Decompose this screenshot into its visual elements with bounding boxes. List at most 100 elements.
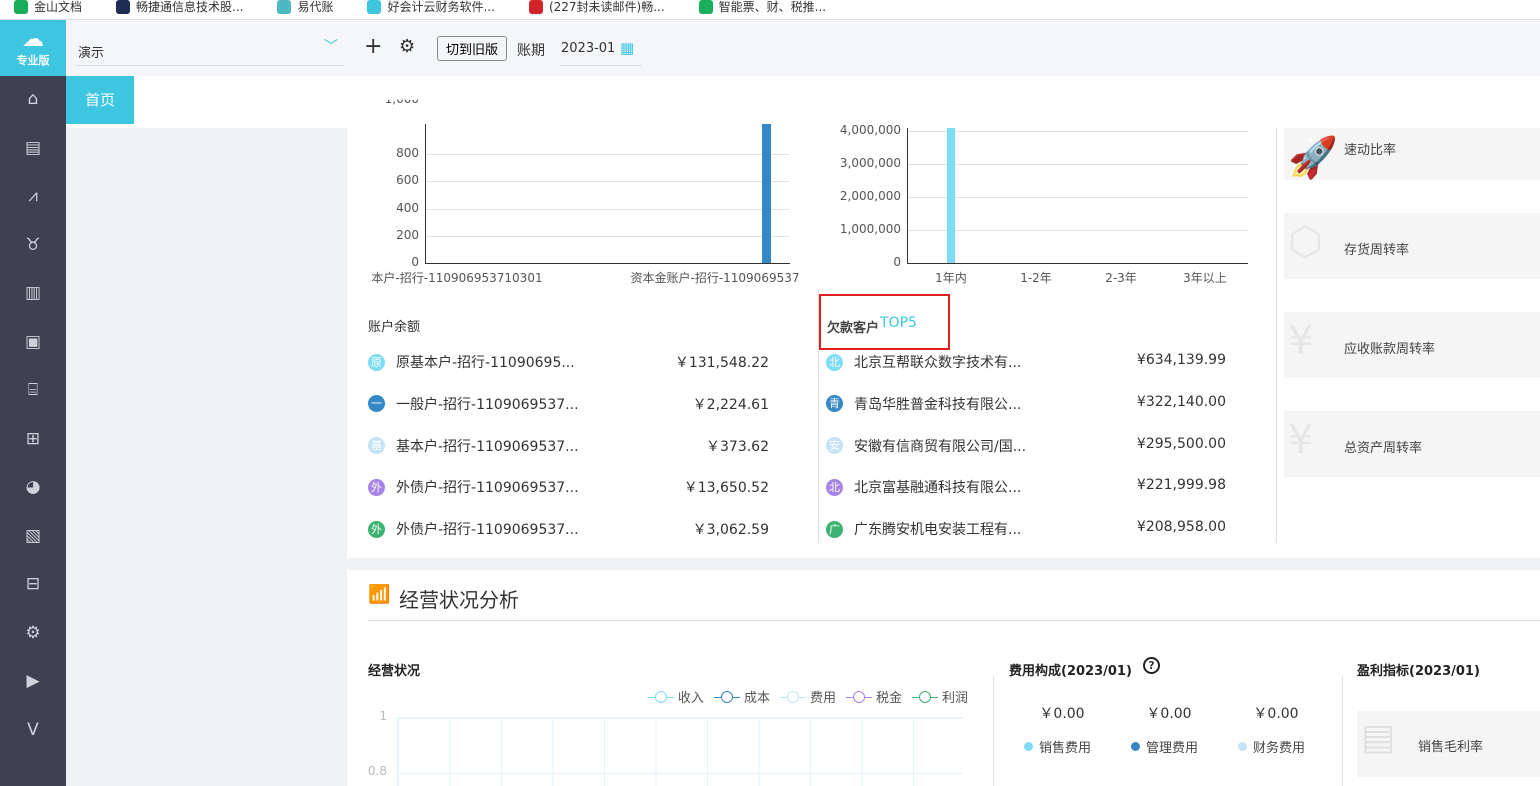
accounts-list-item[interactable]: 外外债户-招行-1109069537... bbox=[368, 477, 579, 497]
archive-icon[interactable]: ⊟ bbox=[25, 574, 41, 594]
accounts-list-item[interactable]: 一一般户-招行-1109069537... bbox=[368, 394, 579, 414]
video-icon[interactable]: ▶ bbox=[26, 671, 40, 691]
y-tick: 400 bbox=[396, 200, 419, 215]
cost-amount: ￥0.00 bbox=[1253, 706, 1299, 722]
cashier-icon[interactable]: ⊞ bbox=[25, 428, 41, 449]
ledger-icon[interactable]: ▥ bbox=[24, 283, 42, 303]
badge-icon: 外 bbox=[368, 478, 385, 496]
amount: ￥131,548.22 bbox=[674, 355, 769, 371]
gross-margin-tile[interactable]: ▤ 销售毛利率 bbox=[1357, 711, 1540, 777]
badge-icon: 一 bbox=[368, 395, 385, 413]
amount: ¥634,139.99 bbox=[1136, 352, 1226, 368]
ratio-tile[interactable]: ¥ 总资产周转率 bbox=[1284, 411, 1540, 477]
legend-item[interactable]: 利润 bbox=[911, 687, 968, 706]
tab-home[interactable]: 首页 bbox=[66, 76, 134, 124]
home-icon[interactable]: ⌂ bbox=[27, 89, 39, 109]
bookmark[interactable]: 畅捷通信息技术股... bbox=[116, 0, 243, 19]
add-icon[interactable]: + bbox=[364, 34, 383, 59]
x-axis bbox=[907, 263, 1248, 264]
cost-legend: 财务费用 bbox=[1238, 737, 1305, 756]
bookmark[interactable]: 好会计云财务软件... bbox=[367, 0, 495, 19]
dot-icon bbox=[1238, 742, 1247, 751]
bookmark[interactable]: 易代账 bbox=[277, 0, 333, 19]
bookmarks-bar: 金山文档 畅捷通信息技术股... 易代账 好会计云财务软件... (227封未读邮件)畅… bbox=[0, 0, 1540, 20]
amount: ￥3,062.59 bbox=[692, 522, 769, 539]
report-icon[interactable]: ▣ bbox=[24, 331, 42, 352]
grid-line bbox=[907, 230, 1248, 231]
settings-icon[interactable]: ⚙ bbox=[25, 622, 41, 643]
chevron-down-icon: ﹀ bbox=[324, 39, 338, 55]
legend-marker-icon bbox=[713, 690, 740, 703]
accounts-list-item[interactable]: 原原基本户-招行-11090695... bbox=[368, 352, 575, 372]
switch-old-version-button[interactable]: 切到旧版 bbox=[437, 36, 507, 61]
y-tick: 1,000,000 bbox=[839, 222, 901, 236]
grid-line bbox=[425, 154, 790, 156]
period-picker[interactable]: 2023-01 ▦ bbox=[560, 34, 642, 66]
debtors-list-item[interactable]: 北北京富基融通科技有限公... bbox=[826, 477, 1021, 497]
chart-icon[interactable]: ⩘ bbox=[28, 186, 38, 206]
y-tick: 2,000,000 bbox=[839, 189, 901, 203]
tax-icon[interactable]: ◕ bbox=[25, 477, 41, 497]
badge-icon: 青 bbox=[826, 395, 843, 413]
grid-line bbox=[907, 131, 1248, 132]
box-icon: ⬡ bbox=[1288, 219, 1323, 265]
bookmark[interactable]: 金山文档 bbox=[14, 0, 82, 19]
divider bbox=[1342, 676, 1343, 786]
y-tick: 4,000,000 bbox=[839, 123, 901, 137]
company-select[interactable]: 演示 ﹀ bbox=[76, 34, 344, 66]
yen-doc-icon: ¥ bbox=[1288, 417, 1314, 463]
divider bbox=[368, 620, 1540, 621]
cost-amount: ￥0.00 bbox=[1039, 706, 1085, 722]
amount: ¥295,500.00 bbox=[1136, 435, 1226, 452]
x-tick-label: 资本金账户-招行-1109069537 bbox=[630, 271, 800, 285]
debtors-list-item[interactable]: 广广东腾安机电安装工程有... bbox=[826, 519, 1021, 539]
gear-icon[interactable]: ⚙ bbox=[399, 36, 416, 57]
debtors-list-item[interactable]: 安安徽有信商贸有限公司/国... bbox=[826, 436, 1026, 456]
bookmark-icon bbox=[367, 0, 382, 14]
debtors-title-box: 欠款客户 TOP5 bbox=[819, 294, 950, 350]
money-bag-icon[interactable]: ♉ bbox=[25, 234, 41, 255]
badge-icon: 北 bbox=[826, 478, 843, 496]
bar[interactable] bbox=[947, 128, 955, 263]
ops-chart-grid bbox=[397, 717, 963, 786]
bookmark[interactable]: (227封未读邮件)畅... bbox=[528, 0, 665, 19]
bar[interactable] bbox=[762, 124, 771, 263]
ops-legend: 收入 成本 费用 税金 利润 bbox=[638, 687, 968, 706]
legend-item[interactable]: 税金 bbox=[845, 687, 902, 706]
y-axis bbox=[425, 124, 426, 263]
legend-item[interactable]: 收入 bbox=[647, 687, 704, 706]
debtors-list-item[interactable]: 青青岛华胜普金科技有限公... bbox=[826, 394, 1021, 414]
cloud-logo-icon: ☁ bbox=[22, 27, 44, 52]
legend-item[interactable]: 成本 bbox=[713, 687, 770, 706]
app-logo[interactable]: ☁ 专业版 bbox=[0, 20, 66, 76]
tab-bar: 首页 bbox=[66, 76, 1540, 128]
y-tick: 0 bbox=[893, 255, 901, 269]
x-tick-label: 1年内 bbox=[935, 271, 967, 285]
help-icon[interactable]: ? bbox=[1143, 657, 1160, 674]
debtors-list-item[interactable]: 北北京互帮联众数字技术有... bbox=[826, 352, 1021, 372]
bookmark-icon bbox=[116, 0, 131, 14]
accounts-list-item[interactable]: 基基本户-招行-1109069537... bbox=[368, 436, 579, 456]
badge-icon: 安 bbox=[826, 437, 843, 455]
y-tick: 600 bbox=[396, 173, 419, 188]
ratio-tile[interactable]: 🚀 速动比率 bbox=[1284, 128, 1540, 181]
invoice-icon[interactable]: ▧ bbox=[24, 525, 42, 546]
bookmark-icon bbox=[14, 0, 28, 14]
v-logo-icon[interactable]: V bbox=[27, 719, 39, 740]
legend-marker-icon bbox=[647, 690, 674, 703]
amount: ￥13,650.52 bbox=[683, 480, 769, 497]
legend-item[interactable]: 费用 bbox=[779, 687, 836, 706]
store-icon[interactable]: ⌸ bbox=[27, 380, 39, 400]
bookmark[interactable]: 智能票、财、税推... bbox=[698, 0, 826, 19]
accounts-list-item[interactable]: 外外债户-招行-1109069537... bbox=[368, 519, 579, 539]
x-tick-label: 2-3年 bbox=[1105, 271, 1137, 285]
amount: ¥221,999.98 bbox=[1136, 477, 1226, 494]
bookmark-icon bbox=[698, 0, 713, 14]
ratio-tile[interactable]: ¥ 应收账款周转率 bbox=[1284, 312, 1540, 378]
ratio-tile[interactable]: ⬡ 存货周转率 bbox=[1284, 213, 1540, 279]
bookmark-icon bbox=[277, 0, 292, 14]
grid-line bbox=[425, 235, 790, 237]
legend-marker-icon bbox=[911, 690, 938, 703]
voucher-icon[interactable]: ▤ bbox=[24, 137, 42, 158]
grid-line bbox=[425, 181, 790, 183]
